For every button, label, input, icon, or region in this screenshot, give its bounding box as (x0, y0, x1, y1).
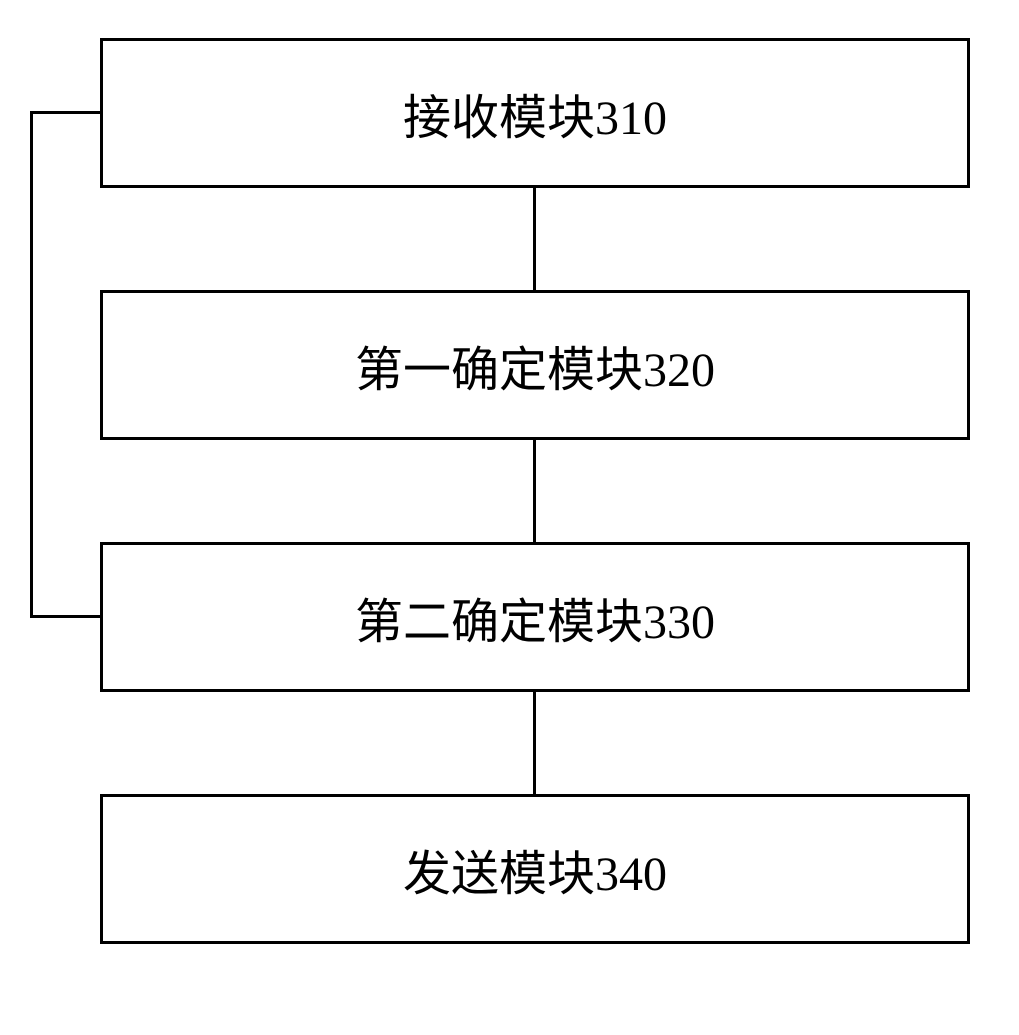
edge-lateral-bottom (30, 615, 100, 618)
flowchart-node-first-determine: 第一确定模块320 (100, 290, 970, 440)
edge-2-to-3 (533, 440, 536, 542)
flowchart-node-second-determine: 第二确定模块330 (100, 542, 970, 692)
edge-3-to-4 (533, 692, 536, 794)
flowchart-node-send: 发送模块340 (100, 794, 970, 944)
node-label: 发送模块340 (403, 834, 667, 904)
flowchart-container: 接收模块310 第一确定模块320 第二确定模块330 发送模块340 (0, 0, 1019, 1035)
edge-1-to-2 (533, 188, 536, 290)
node-label: 接收模块310 (403, 78, 667, 148)
flowchart-node-receive: 接收模块310 (100, 38, 970, 188)
edge-lateral-side (30, 111, 33, 617)
node-label: 第二确定模块330 (355, 582, 715, 652)
edge-lateral-top (30, 111, 100, 114)
node-label: 第一确定模块320 (355, 330, 715, 400)
